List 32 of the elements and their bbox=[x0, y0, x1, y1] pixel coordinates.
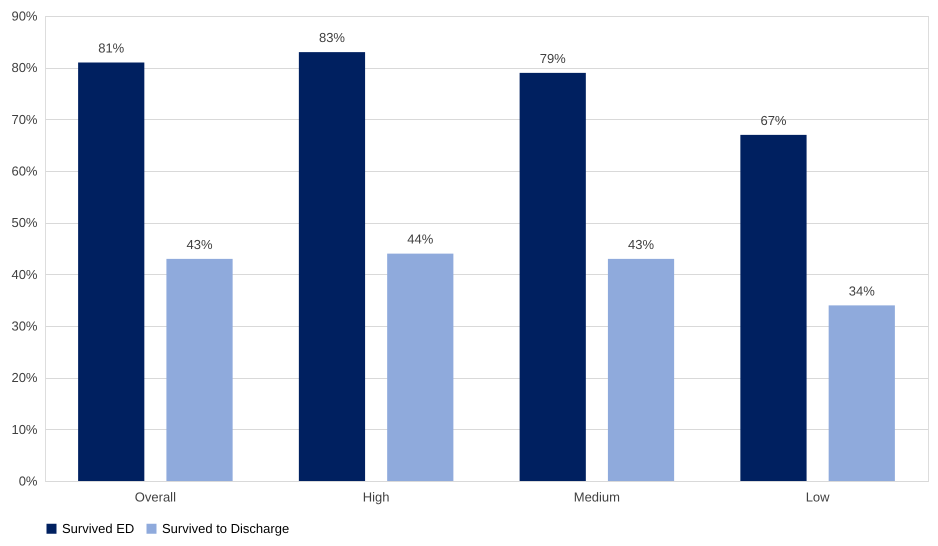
bar bbox=[387, 254, 454, 481]
bar bbox=[298, 52, 366, 481]
bar bbox=[740, 134, 807, 481]
bar bbox=[608, 258, 674, 481]
y-tick-label: 90% bbox=[11, 8, 38, 24]
data-label: 81% bbox=[98, 40, 125, 56]
y-tick-label: 40% bbox=[11, 266, 38, 282]
y-tick-label: 10% bbox=[11, 422, 38, 437]
data-label: 67% bbox=[760, 112, 787, 128]
y-tick-label: 80% bbox=[11, 60, 38, 76]
data-label: 83% bbox=[318, 30, 346, 46]
data-label: 79% bbox=[540, 50, 566, 66]
y-tick-label: 0% bbox=[18, 474, 38, 488]
data-label: 44% bbox=[407, 232, 434, 247]
x-tick-label: Medium bbox=[574, 490, 620, 504]
data-label: 43% bbox=[186, 236, 213, 252]
legend-label: Survived ED bbox=[62, 520, 134, 536]
y-tick-label: 30% bbox=[11, 318, 38, 334]
y-tick-label: 60% bbox=[11, 164, 38, 178]
bar bbox=[78, 62, 144, 481]
x-tick-label: Overall bbox=[134, 490, 176, 504]
data-label: 34% bbox=[848, 283, 876, 298]
x-tick-label: Low bbox=[806, 490, 830, 504]
x-tick-label: High bbox=[362, 490, 390, 504]
y-tick-label: 20% bbox=[11, 370, 38, 386]
y-tick-label: 70% bbox=[11, 112, 38, 127]
bar bbox=[828, 305, 895, 481]
data-label: 43% bbox=[628, 236, 654, 252]
bar bbox=[520, 72, 586, 481]
y-tick-label: 50% bbox=[11, 215, 38, 230]
bar bbox=[166, 258, 233, 481]
legend-label: Survived to Discharge bbox=[162, 520, 290, 536]
